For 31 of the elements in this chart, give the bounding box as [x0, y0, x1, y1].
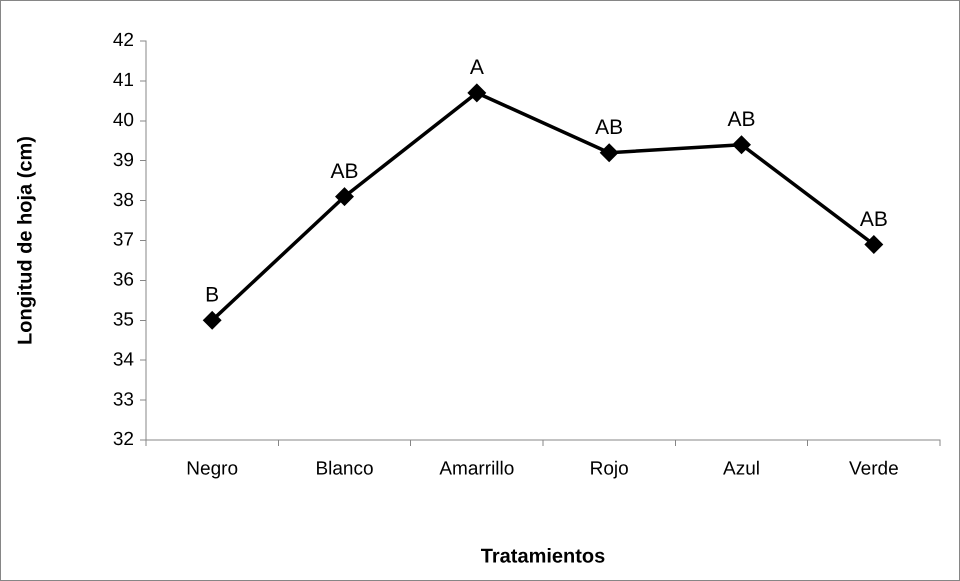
- y-tick-label: 40: [112, 110, 134, 132]
- x-tick-label: Blanco: [315, 458, 374, 480]
- point: [336, 188, 354, 206]
- annotation: A: [470, 56, 484, 80]
- point: [732, 136, 750, 154]
- y-tick-label: 35: [112, 310, 134, 331]
- x-tick-label: Amarrillo: [439, 458, 514, 480]
- x-axis-title: Tratamientos: [480, 546, 606, 568]
- y-tick-label: 38: [112, 190, 134, 211]
- y-tick-label: 41: [112, 70, 134, 92]
- y-tick-label: 39: [112, 150, 134, 171]
- x-tick-label: Azul: [723, 458, 760, 480]
- annotation: AB: [330, 160, 359, 183]
- y-tick-label: 42: [112, 30, 134, 52]
- x-tick-label: Verde: [849, 458, 899, 480]
- point: [203, 312, 221, 330]
- y-axis-title: Longitud de hoja (cm): [14, 136, 37, 345]
- annotation: AB: [860, 208, 888, 231]
- y-tick-label: 36: [112, 270, 134, 291]
- y-tick-label: 37: [112, 230, 134, 251]
- point: [468, 84, 486, 102]
- y-tick-label: 32: [112, 429, 134, 450]
- point: [600, 144, 618, 162]
- point: [865, 236, 883, 254]
- annotation: AB: [595, 116, 624, 140]
- y-tick-label: 34: [112, 349, 134, 370]
- y-tick-label: 33: [112, 389, 134, 410]
- annotation: B: [205, 284, 220, 307]
- x-tick-label: Negro: [186, 458, 238, 480]
- annotation: AB: [727, 108, 756, 132]
- x-tick-label: Rojo: [590, 458, 629, 480]
